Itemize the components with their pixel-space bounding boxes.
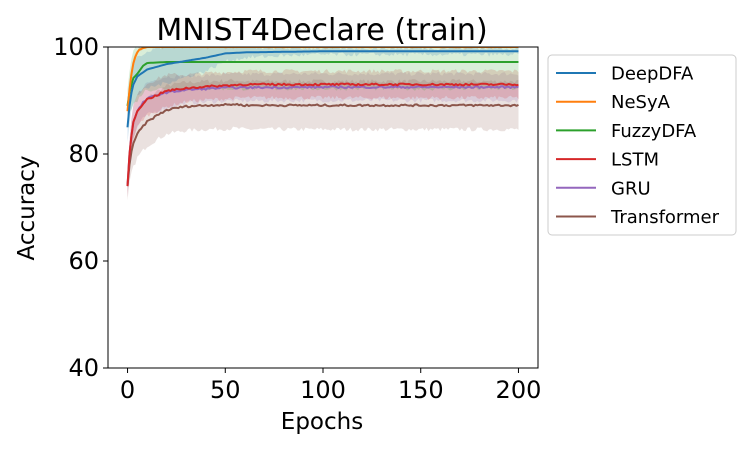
y-tick-label: 60 xyxy=(68,247,99,275)
series-line-fuzzydfa xyxy=(126,61,519,107)
series-lines xyxy=(126,47,519,187)
series-line-gru xyxy=(126,85,519,187)
legend-frame xyxy=(547,54,737,236)
band-deepdfa xyxy=(127,47,519,143)
legend-label-transformer: Transformer xyxy=(610,207,720,228)
band-transformer xyxy=(127,78,519,201)
legend-label-gru: GRU xyxy=(611,178,651,199)
legend-label-nesya: NeSyA xyxy=(611,92,671,113)
legend-label-deepdfa: DeepDFA xyxy=(611,64,694,85)
series-line-deepdfa xyxy=(126,50,519,128)
y-axis-title: Accuracy xyxy=(14,155,40,260)
x-tick-label: 50 xyxy=(210,376,241,404)
y-tick-label: 40 xyxy=(68,354,99,382)
x-tick-label: 0 xyxy=(120,376,135,404)
y-axis: 40 60 80 100 xyxy=(53,33,108,382)
legend-label-lstm: LSTM xyxy=(611,150,659,171)
x-tick-label: 150 xyxy=(398,376,444,404)
y-tick-label: 80 xyxy=(68,140,99,168)
confidence-bands xyxy=(127,47,519,201)
series-line-transformer xyxy=(126,102,519,187)
y-tick-label: 100 xyxy=(53,33,99,61)
legend: DeepDFA NeSyA FuzzyDFA LSTM GRU Transformer xyxy=(547,54,737,236)
band-lstm xyxy=(127,69,519,198)
chart-title: MNIST4Declare (train) xyxy=(156,13,487,48)
legend-label-fuzzydfa: FuzzyDFA xyxy=(611,121,697,142)
x-axis: 0 50 100 150 200 xyxy=(120,368,541,404)
series-line-lstm xyxy=(126,82,519,187)
x-tick-label: 200 xyxy=(496,376,542,404)
x-tick-label: 100 xyxy=(300,376,346,404)
x-axis-title: Epochs xyxy=(281,409,363,435)
